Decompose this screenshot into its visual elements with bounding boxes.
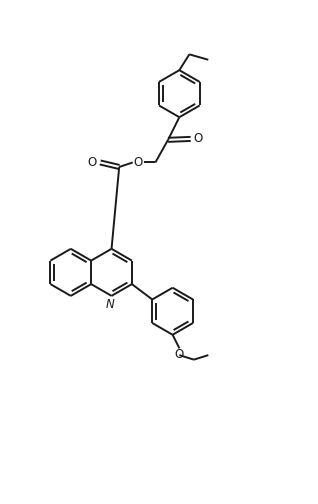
Text: N: N	[105, 298, 114, 311]
Text: O: O	[87, 156, 97, 169]
Text: O: O	[193, 133, 203, 146]
Text: O: O	[175, 348, 184, 361]
Text: O: O	[134, 156, 143, 169]
